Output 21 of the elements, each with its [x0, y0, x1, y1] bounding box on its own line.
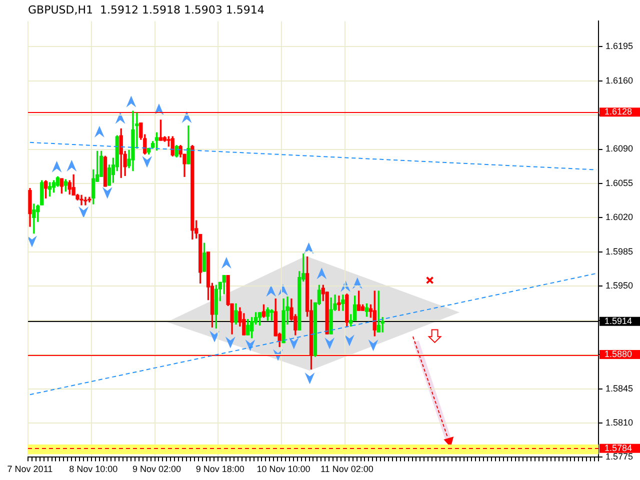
x-tick-label: 10 Nov 10:00 [256, 464, 310, 474]
y-tick-label: 1.5775 [605, 452, 634, 462]
x-tick-label: 9 Nov 18:00 [196, 464, 244, 474]
y-tick-label: 1.6195 [605, 41, 634, 52]
x-tick-label: 11 Nov 02:00 [320, 464, 374, 474]
x-tick-label: 9 Nov 02:00 [132, 464, 182, 474]
y-tick-label: 1.5810 [605, 417, 634, 428]
y-tick-label: 1.5950 [605, 280, 634, 291]
x-tick-label: 7 Nov 2011 [7, 464, 53, 474]
x-tick-label: 8 Nov 10:00 [69, 464, 118, 474]
chart-title: GBPUSD,H1 1.5912 1.5918 1.5903 1.5914 [28, 3, 264, 16]
y-tick-label: 1.6090 [605, 144, 634, 154]
ref-line-label: 1.5914 [604, 316, 632, 326]
y-tick-label: 1.5985 [605, 246, 634, 256]
ref-line-label: 1.5880 [604, 349, 632, 360]
ref-line-label: 1.5784 [604, 442, 632, 453]
y-tick-label: 1.6055 [605, 178, 634, 188]
y-tick-label: 1.6020 [605, 212, 634, 222]
y-tick-label: 1.5845 [605, 383, 634, 394]
ref-line-label: 1.6128 [604, 106, 632, 117]
y-tick-label: 1.6160 [605, 75, 634, 86]
